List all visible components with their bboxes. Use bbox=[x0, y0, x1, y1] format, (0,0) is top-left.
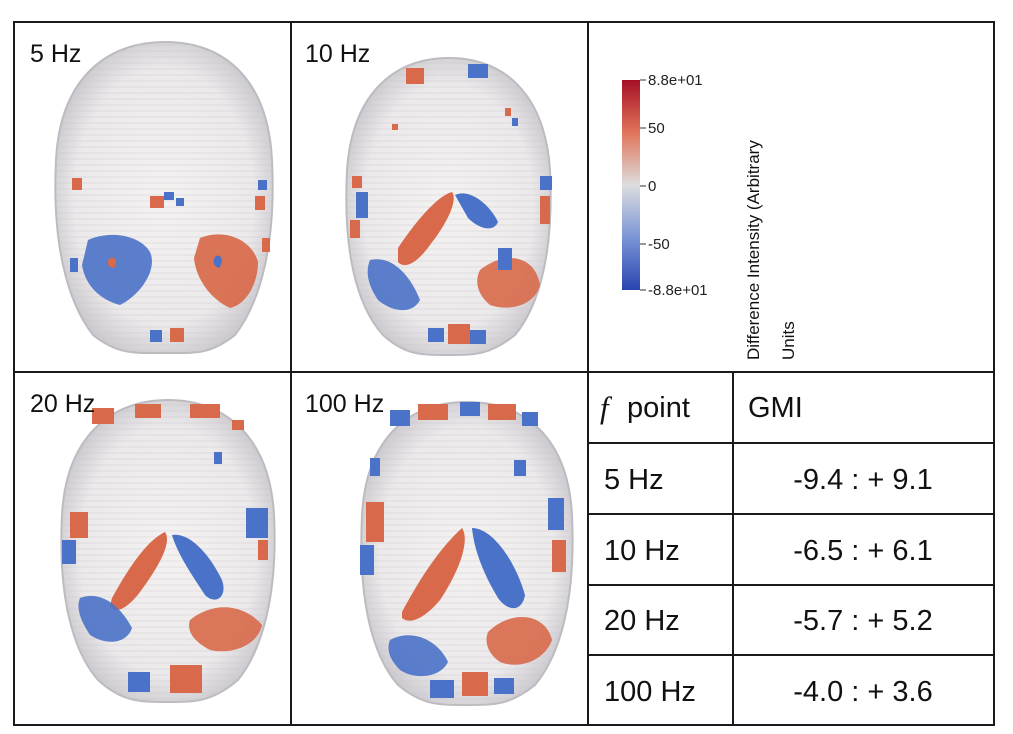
panel-label: 5 Hz bbox=[30, 40, 81, 68]
table-header-point: point bbox=[627, 392, 690, 424]
negative-blob bbox=[455, 193, 498, 229]
table-cell-gmi: -5.7 : + 5.2 bbox=[793, 605, 932, 637]
positive-blob bbox=[418, 404, 448, 420]
negative-blob bbox=[70, 258, 78, 272]
head-shell-hatch bbox=[61, 400, 275, 702]
negative-blob bbox=[498, 248, 512, 270]
negative-blob bbox=[430, 680, 454, 698]
table-header-gmi: GMI bbox=[748, 392, 803, 424]
positive-blob bbox=[392, 124, 398, 130]
brain-panel-10hz: 10 Hz bbox=[305, 40, 552, 357]
negative-blob bbox=[468, 64, 488, 78]
negative-blob bbox=[172, 534, 224, 600]
figure-frame bbox=[13, 21, 995, 726]
negative-blob bbox=[540, 176, 552, 190]
positive-blob bbox=[552, 540, 566, 572]
table-cell-gmi: -4.0 : + 3.6 bbox=[793, 676, 932, 708]
colorbar-tick-label: 50 bbox=[648, 120, 665, 137]
negative-blob bbox=[258, 180, 267, 190]
colorbar-title: Difference Intensity (Arbitrary bbox=[744, 140, 763, 360]
positive-blob bbox=[540, 196, 550, 224]
table-cell-freq: 10 Hz bbox=[604, 535, 680, 567]
gmi-table: f point GMI 5 Hz -9.4 : + 9.1 10 Hz -6.5… bbox=[600, 390, 933, 708]
table-cell-freq: 100 Hz bbox=[604, 676, 696, 708]
positive-blob bbox=[194, 234, 258, 308]
table-header-f-symbol: f bbox=[600, 390, 613, 425]
positive-blob bbox=[406, 68, 424, 84]
negative-blob bbox=[78, 595, 132, 642]
negative-blob bbox=[472, 528, 525, 609]
table-cell-freq: 20 Hz bbox=[604, 605, 680, 637]
negative-blob bbox=[214, 452, 222, 464]
negative-blob bbox=[82, 234, 152, 305]
negative-blob bbox=[388, 635, 448, 677]
table-cell-gmi: -9.4 : + 9.1 bbox=[793, 464, 932, 496]
positive-blob bbox=[350, 220, 360, 238]
positive-blob bbox=[488, 404, 516, 420]
positive-blob bbox=[258, 540, 268, 560]
negative-blob bbox=[494, 678, 514, 694]
positive-blob bbox=[477, 258, 540, 308]
negative-blob bbox=[512, 118, 518, 126]
positive-blob bbox=[462, 672, 488, 696]
panel-label: 100 Hz bbox=[305, 390, 384, 418]
negative-blob bbox=[460, 402, 480, 416]
positive-blob bbox=[107, 257, 117, 268]
negative-blob bbox=[164, 192, 174, 200]
positive-blob bbox=[110, 532, 168, 610]
negative-blob bbox=[367, 259, 420, 311]
positive-blob bbox=[398, 192, 454, 266]
positive-blob bbox=[135, 404, 161, 418]
colorbar-tick-label: -8.8e+01 bbox=[648, 282, 708, 299]
negative-blob bbox=[176, 198, 184, 206]
brain-panel-20hz: 20 Hz bbox=[30, 390, 276, 703]
positive-blob bbox=[232, 420, 244, 430]
negative-blob bbox=[470, 330, 486, 344]
positive-blob bbox=[92, 408, 114, 424]
positive-blob bbox=[262, 238, 270, 252]
negative-blob bbox=[370, 458, 380, 476]
positive-blob bbox=[150, 196, 164, 208]
positive-blob bbox=[402, 528, 465, 621]
positive-blob bbox=[486, 617, 552, 665]
negative-blob bbox=[128, 672, 150, 692]
negative-blob bbox=[522, 412, 538, 426]
colorbar-title-units: Units bbox=[779, 321, 798, 360]
positive-blob bbox=[366, 502, 384, 542]
colorbar-tick-label: 8.8e+01 bbox=[648, 72, 703, 89]
positive-blob bbox=[352, 176, 362, 188]
negative-blob bbox=[360, 545, 374, 575]
table-cell-freq: 5 Hz bbox=[604, 464, 664, 496]
positive-blob bbox=[170, 328, 184, 342]
negative-blob bbox=[246, 508, 268, 538]
colorbar: 8.8e+01 50 0 -50 -8.8e+01 Difference Int… bbox=[622, 72, 798, 360]
table-cell-gmi: -6.5 : + 6.1 bbox=[793, 535, 932, 567]
colorbar-tick-label: -50 bbox=[648, 236, 670, 253]
colorbar-tick-label: 0 bbox=[648, 178, 656, 195]
colorbar-gradient bbox=[622, 80, 640, 290]
positive-blob bbox=[189, 607, 262, 652]
positive-blob bbox=[505, 108, 511, 116]
negative-blob bbox=[514, 460, 526, 476]
positive-blob bbox=[190, 404, 220, 418]
positive-blob bbox=[70, 512, 88, 538]
negative-blob bbox=[356, 192, 368, 218]
positive-blob bbox=[72, 178, 82, 190]
panel-label: 10 Hz bbox=[305, 40, 370, 68]
panel-label: 20 Hz bbox=[30, 390, 95, 418]
negative-blob bbox=[548, 498, 564, 530]
brain-panel-100hz: 100 Hz bbox=[305, 390, 574, 706]
negative-blob bbox=[150, 330, 162, 342]
negative-blob bbox=[390, 410, 410, 426]
positive-blob bbox=[255, 196, 265, 210]
positive-blob bbox=[170, 665, 202, 693]
brain-panel-5hz: 5 Hz bbox=[30, 40, 274, 355]
negative-blob bbox=[62, 540, 76, 564]
negative-blob bbox=[213, 255, 222, 268]
negative-blob bbox=[428, 328, 444, 342]
positive-blob bbox=[448, 324, 470, 344]
